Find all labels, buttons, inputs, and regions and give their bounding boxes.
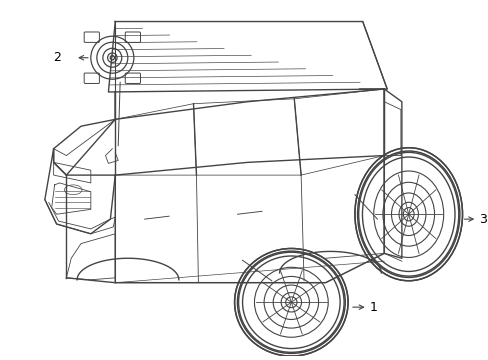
Text: 2: 2 [54, 51, 61, 64]
Text: 1: 1 [369, 301, 377, 314]
Text: 3: 3 [478, 213, 486, 226]
